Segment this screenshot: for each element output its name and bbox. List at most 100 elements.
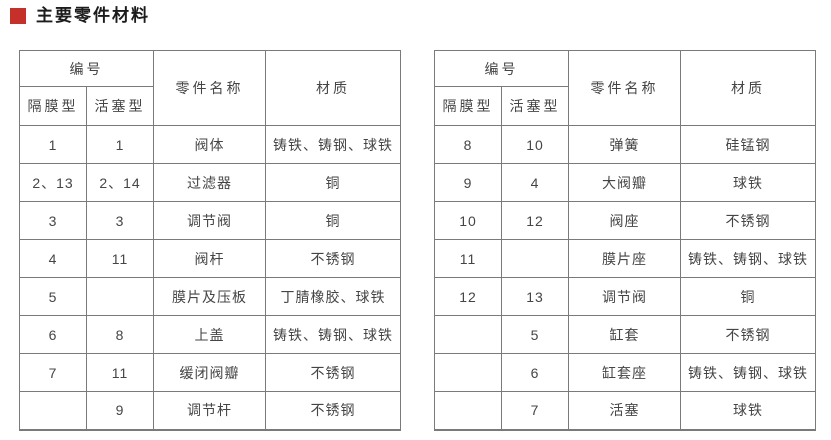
- red-square-bullet-icon: [10, 7, 26, 24]
- cell-piston-number: 2、14: [86, 163, 154, 202]
- header-diaphragm-type: 隔膜型: [19, 86, 87, 126]
- table-row: 11 膜片座 铸铁、铸钢、球铁: [434, 239, 816, 278]
- cell-diaphragm-number: 11: [434, 239, 502, 278]
- cell-part-name: 调节杆: [153, 391, 266, 430]
- cell-material: 球铁: [680, 391, 816, 430]
- cell-diaphragm-number: [19, 391, 87, 430]
- table-row: 9 4 大阀瓣 球铁: [434, 163, 816, 202]
- cell-part-name: 阀杆: [153, 239, 266, 278]
- header-number: 编号: [434, 50, 569, 87]
- cell-diaphragm-number: 6: [19, 315, 87, 354]
- table-header: 编号 零件名称 材质 隔膜型 活塞型: [434, 50, 816, 126]
- cell-piston-number: 5: [501, 315, 569, 354]
- cell-piston-number: 9: [86, 391, 154, 430]
- cell-diaphragm-number: 4: [19, 239, 87, 278]
- table-row: 5 膜片及压板 丁腈橡胶、球铁: [19, 277, 401, 316]
- cell-diaphragm-number: 8: [434, 125, 502, 164]
- cell-material: 球铁: [680, 163, 816, 202]
- cell-piston-number: 8: [86, 315, 154, 354]
- header-piston-type: 活塞型: [501, 86, 569, 126]
- cell-piston-number: 12: [501, 201, 569, 240]
- parts-table-right: 编号 零件名称 材质 隔膜型 活塞型 8 10 弹簧 硅锰钢 9 4 大阀瓣 球铁 10 12 阀座…: [434, 50, 816, 431]
- cell-piston-number: 11: [86, 353, 154, 392]
- cell-diaphragm-number: 3: [19, 201, 87, 240]
- cell-part-name: 阀体: [153, 125, 266, 164]
- cell-material: 铸铁、铸钢、球铁: [265, 125, 401, 164]
- cell-material: 铸铁、铸钢、球铁: [265, 315, 401, 354]
- cell-part-name: 阀座: [568, 201, 681, 240]
- cell-part-name: 弹簧: [568, 125, 681, 164]
- cell-material: 铸铁、铸钢、球铁: [680, 353, 816, 392]
- cell-piston-number: 13: [501, 277, 569, 316]
- cell-piston-number: 10: [501, 125, 569, 164]
- cell-part-name: 膜片座: [568, 239, 681, 278]
- table-body: 8 10 弹簧 硅锰钢 9 4 大阀瓣 球铁 10 12 阀座 不锈钢 11 膜片座 铸铁、铸钢、球铁 12 1…: [434, 125, 816, 430]
- table-row: 6 缸套座 铸铁、铸钢、球铁: [434, 353, 816, 392]
- header-material: 材质: [680, 50, 816, 126]
- cell-diaphragm-number: 5: [19, 277, 87, 316]
- cell-piston-number: 3: [86, 201, 154, 240]
- table-row: 7 11 缓闭阀瓣 不锈钢: [19, 353, 401, 392]
- cell-part-name: 上盖: [153, 315, 266, 354]
- table-row: 7 活塞 球铁: [434, 391, 816, 430]
- cell-part-name: 大阀瓣: [568, 163, 681, 202]
- cell-material: 不锈钢: [680, 201, 816, 240]
- cell-piston-number: 7: [501, 391, 569, 430]
- header-row-top: 编号 零件名称 材质: [434, 50, 816, 126]
- cell-part-name: 缓闭阀瓣: [153, 353, 266, 392]
- cell-part-name: 膜片及压板: [153, 277, 266, 316]
- header-part-name: 零件名称: [568, 50, 681, 126]
- table-row: 4 11 阀杆 不锈钢: [19, 239, 401, 278]
- cell-material: 硅锰钢: [680, 125, 816, 164]
- header-row-sub: 隔膜型 活塞型: [19, 86, 401, 126]
- cell-part-name: 缸套座: [568, 353, 681, 392]
- cell-part-name: 调节阀: [568, 277, 681, 316]
- table-row: 6 8 上盖 铸铁、铸钢、球铁: [19, 315, 401, 354]
- table-header: 编号 零件名称 材质 隔膜型 活塞型: [19, 50, 401, 126]
- cell-piston-number: 6: [501, 353, 569, 392]
- header-material: 材质: [265, 50, 401, 126]
- cell-piston-number: 1: [86, 125, 154, 164]
- header-piston-type: 活塞型: [86, 86, 154, 126]
- cell-diaphragm-number: 12: [434, 277, 502, 316]
- tables-container: 编号 零件名称 材质 隔膜型 活塞型 1 1 阀体 铸铁、铸钢、球铁 2、13 2、14 过…: [19, 50, 816, 431]
- cell-diaphragm-number: 10: [434, 201, 502, 240]
- cell-part-name: 缸套: [568, 315, 681, 354]
- parts-table-left: 编号 零件名称 材质 隔膜型 活塞型 1 1 阀体 铸铁、铸钢、球铁 2、13 2、14 过…: [19, 50, 401, 431]
- cell-part-name: 调节阀: [153, 201, 266, 240]
- cell-diaphragm-number: [434, 315, 502, 354]
- cell-material: 丁腈橡胶、球铁: [265, 277, 401, 316]
- cell-material: 不锈钢: [680, 315, 816, 354]
- header-number: 编号: [19, 50, 154, 87]
- cell-piston-number: [86, 277, 154, 316]
- cell-piston-number: 11: [86, 239, 154, 278]
- header-row-top: 编号 零件名称 材质: [19, 50, 401, 126]
- table-row: 1 1 阀体 铸铁、铸钢、球铁: [19, 125, 401, 164]
- table-body: 1 1 阀体 铸铁、铸钢、球铁 2、13 2、14 过滤器铜 3 3 调节阀铜 4 11 阀杆 不锈钢 5 膜…: [19, 125, 401, 430]
- cell-diaphragm-number: 1: [19, 125, 87, 164]
- cell-part-name: 过滤器: [153, 163, 266, 202]
- header-part-name: 零件名称: [153, 50, 266, 126]
- cell-material: 不锈钢: [265, 391, 401, 430]
- page-title: 主要零件材料: [36, 6, 150, 25]
- section-header: 主要零件材料: [10, 7, 150, 24]
- cell-diaphragm-number: 2、13: [19, 163, 87, 202]
- cell-material: 铜: [265, 201, 401, 240]
- table-row: 5 缸套 不锈钢: [434, 315, 816, 354]
- cell-diaphragm-number: [434, 391, 502, 430]
- cell-material: 铜: [265, 163, 401, 202]
- cell-material: 铸铁、铸钢、球铁: [680, 239, 816, 278]
- table-row: 9 调节杆 不锈钢: [19, 391, 401, 430]
- header-row-sub: 隔膜型 活塞型: [434, 86, 816, 126]
- cell-diaphragm-number: [434, 353, 502, 392]
- cell-diaphragm-number: 7: [19, 353, 87, 392]
- table-row: 8 10 弹簧 硅锰钢: [434, 125, 816, 164]
- cell-part-name: 活塞: [568, 391, 681, 430]
- table-row: 12 13 调节阀铜: [434, 277, 816, 316]
- cell-material: 铜: [680, 277, 816, 316]
- cell-material: 不锈钢: [265, 353, 401, 392]
- table-row: 3 3 调节阀铜: [19, 201, 401, 240]
- table-row: 10 12 阀座 不锈钢: [434, 201, 816, 240]
- cell-diaphragm-number: 9: [434, 163, 502, 202]
